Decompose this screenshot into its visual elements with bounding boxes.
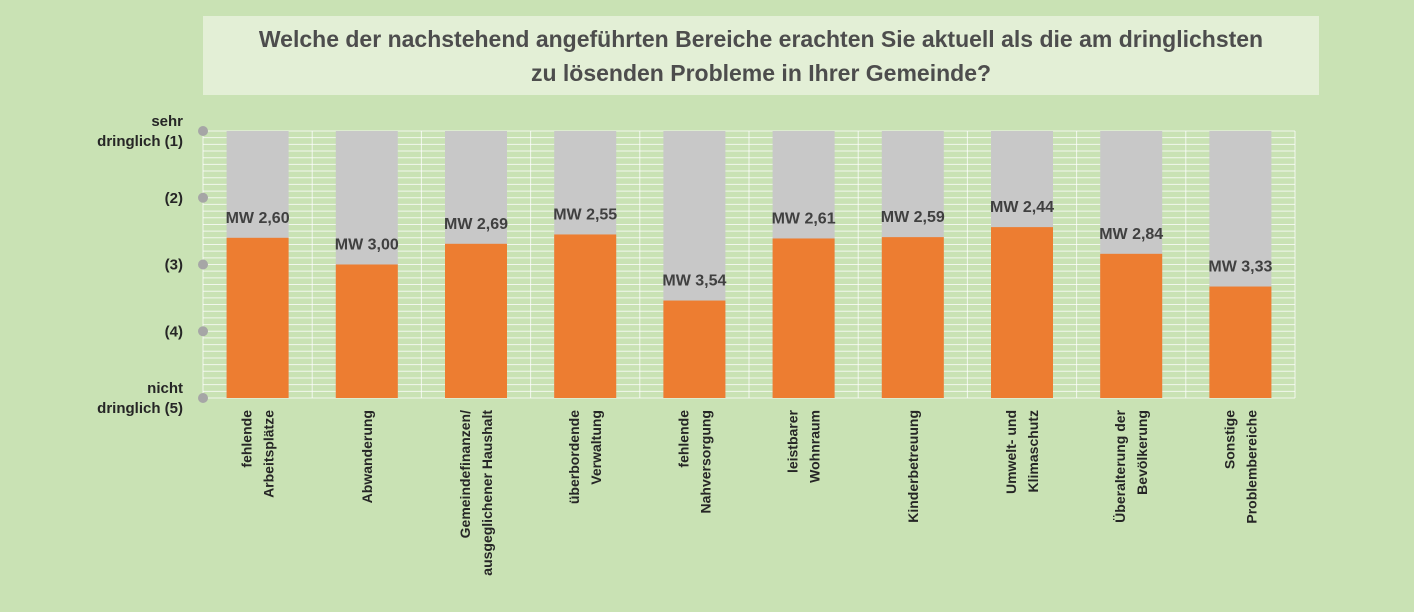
x-tick-label: Abwanderung [359,410,375,503]
bar [772,238,835,398]
x-tick-label: leistbarer [785,409,801,473]
y-tick-label: nicht [147,380,183,397]
data-label: MW 3,54 [662,273,726,290]
data-label: MW 3,33 [1208,259,1272,276]
x-tick-label: Bevölkerung [1134,410,1150,495]
bar [226,237,289,398]
bar [663,300,726,398]
y-tick-label: dringlich (5) [97,400,183,417]
bar [881,237,944,398]
x-tick-label: Arbeitsplätze [261,410,277,498]
x-tick-label: Klimaschutz [1025,410,1041,492]
x-tick-label: ausgeglichener Haushalt [479,410,495,576]
x-tick-label: Wohnraum [807,410,823,483]
x-tick-label: Gemeindefinanzen/ [457,410,473,538]
chart-title: Welche der nachstehend angeführten Berei… [203,16,1319,95]
bar [1209,286,1272,398]
y-tick-label: dringlich (1) [97,133,183,150]
x-tick-label: Umwelt- und [1003,410,1019,494]
data-label: MW 2,55 [553,206,617,223]
bar [445,243,507,398]
y-tick-label: (2) [165,190,183,207]
data-label: MW 3,00 [335,237,399,254]
y-axis-dot [198,326,208,337]
chart-title-line-2: zu lösenden Probleme in Ihrer Gemeinde? [530,59,992,86]
data-label: MW 2,84 [1099,226,1163,243]
y-tick-label: (3) [165,257,183,274]
y-tick-label: sehr [151,113,183,130]
x-tick-label: Verwaltung [588,410,604,485]
bar [335,264,398,398]
x-tick-label: Kinderbetreuung [905,410,921,523]
x-tick-label: fehlende [675,410,691,468]
y-axis-dot [198,126,208,136]
x-tick-label: Nahversorgung [697,410,713,513]
data-label: MW 2,60 [226,210,290,227]
x-tick-label: Problembereiche [1243,410,1259,524]
bar [991,227,1053,398]
y-axis-dot [198,259,208,270]
x-tick-label: fehlende [239,410,255,468]
data-label: MW 2,69 [444,216,508,233]
y-axis-dot [198,393,208,403]
y-tick-label: (4) [165,323,183,340]
data-label: MW 2,61 [772,210,836,227]
x-tick-label: Überalterung der [1112,409,1128,522]
y-axis-dot [198,192,208,203]
x-tick-label: überbordende [566,410,582,504]
bar [1100,253,1163,398]
data-label: MW 2,44 [990,199,1054,216]
x-tick-label: Sonstige [1221,410,1237,469]
bar [554,234,617,398]
chart-title-line-1: Welche der nachstehend angeführten Berei… [258,25,1264,52]
data-label: MW 2,59 [881,209,945,226]
